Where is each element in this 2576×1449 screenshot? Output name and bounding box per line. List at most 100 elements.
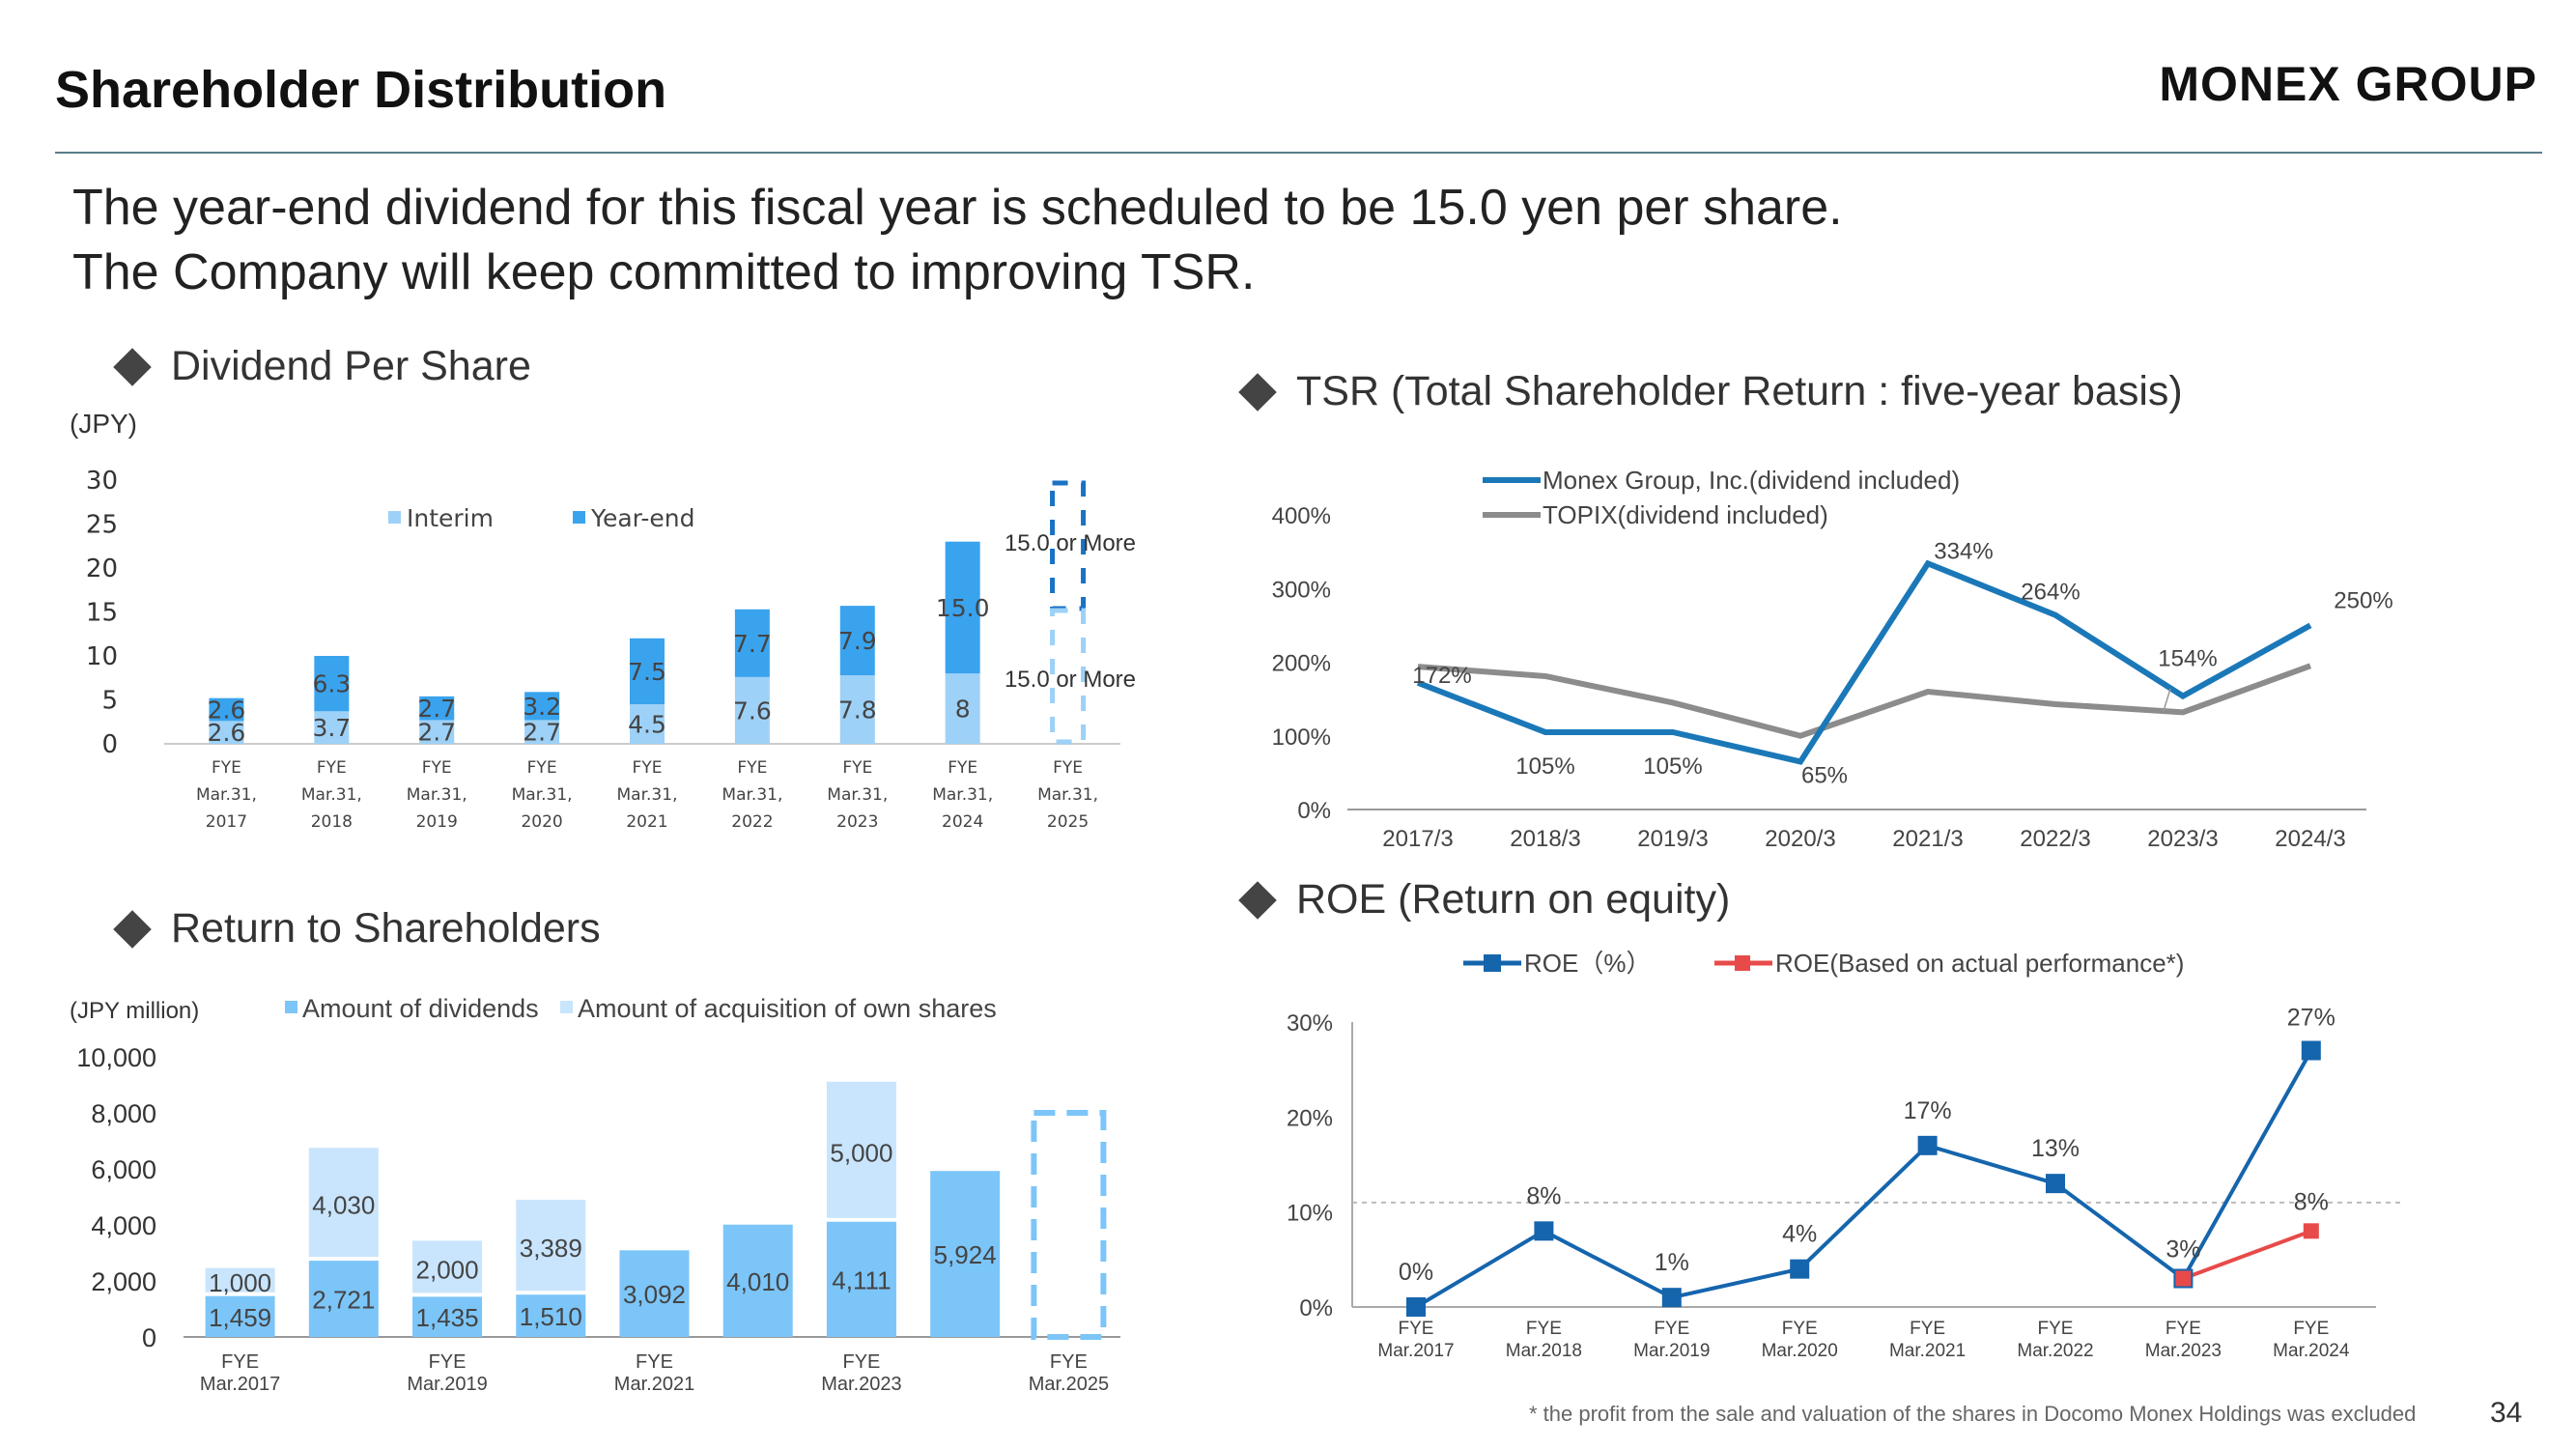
bar-year-end xyxy=(419,696,455,721)
x-tick-label: FYE xyxy=(948,758,977,778)
x-tick-label: Mar.2023 xyxy=(821,1374,901,1395)
x-tick-label: 2021 xyxy=(626,812,667,832)
data-label-year-end: 7.5 xyxy=(628,658,666,686)
data-label-roe: 3% xyxy=(2166,1236,2200,1264)
x-tick-label: 2018/3 xyxy=(1510,826,1580,852)
x-tick-label: 2020/3 xyxy=(1765,826,1835,852)
data-label-dividends: 5,924 xyxy=(934,1240,997,1269)
x-tick-label: 2024 xyxy=(942,812,983,832)
bar-dividends xyxy=(205,1295,275,1337)
data-label-year-end: 7.7 xyxy=(733,630,772,658)
series-line-roe-actual xyxy=(2182,1229,2312,1281)
data-label-monex: 105% xyxy=(1643,753,1702,780)
data-label-year-end: 6.3 xyxy=(312,670,351,698)
bar-dividends xyxy=(308,1261,379,1337)
bar-dividends xyxy=(826,1221,896,1337)
rts-unit-label: (JPY million) xyxy=(70,998,200,1024)
bar-dividends xyxy=(722,1224,793,1337)
y-tick-label: 0% xyxy=(1299,1295,1333,1321)
x-tick-label: 2020 xyxy=(521,812,562,832)
bar-acquisition xyxy=(205,1267,275,1293)
bar-interim xyxy=(209,721,244,744)
x-tick-label: FYE xyxy=(1050,1351,1088,1373)
x-tick-label: FYE xyxy=(429,1351,467,1373)
x-tick-label: 2017 xyxy=(206,812,247,832)
section-title-roe: ROE (Return on equity) xyxy=(1236,876,1730,923)
data-label-monex: 334% xyxy=(1934,538,1993,564)
forecast-year-end-box xyxy=(1050,480,1087,611)
x-tick-label: Mar.31, xyxy=(301,785,362,805)
bar-year-end xyxy=(630,638,665,705)
data-label-roe: 8% xyxy=(1526,1182,1561,1209)
headline-tsr: The Company will keep committed to impro… xyxy=(72,244,1256,300)
data-label-interim: 2.7 xyxy=(417,719,456,747)
legend-label-topix: TOPIX(dividend included) xyxy=(1543,500,1828,529)
bar-dividends xyxy=(412,1296,483,1337)
section-label: TSR (Total Shareholder Return : five-yea… xyxy=(1296,368,2183,414)
bar-interim xyxy=(630,704,665,744)
data-label-year-end: 2.6 xyxy=(208,696,246,724)
x-tick-label: Mar.2025 xyxy=(1029,1374,1109,1395)
x-tick-label: 2023/3 xyxy=(2147,826,2218,852)
x-tick-label: FYE xyxy=(527,758,557,778)
series-line-monex xyxy=(1416,559,2312,765)
x-tick-label: FYE xyxy=(2293,1319,2329,1339)
bar-acquisition xyxy=(826,1081,896,1218)
x-tick-label: 2025 xyxy=(1047,812,1089,832)
data-label-acquisition: 1,000 xyxy=(209,1268,271,1297)
legend-label-roe-actual: ROE(Based on actual performance*) xyxy=(1775,949,2184,978)
bar-interim xyxy=(945,673,980,744)
x-tick-label: Mar.31, xyxy=(617,785,678,805)
legend-label-year-end: Year-end xyxy=(590,504,694,532)
section-title-return-to-shareholders: Return to Shareholders xyxy=(111,905,601,952)
x-tick-label: FYE xyxy=(1782,1319,1818,1339)
legend-marker-roe-actual xyxy=(1735,955,1750,971)
y-tick-label: 10,000 xyxy=(76,1043,156,1072)
x-tick-label: FYE xyxy=(1399,1319,1434,1339)
legend-marker-roe xyxy=(1484,954,1501,972)
data-marker-roe xyxy=(1534,1221,1554,1241)
y-tick-label: 6,000 xyxy=(91,1155,156,1184)
legend-label-acquisition: Amount of acquisition of own shares xyxy=(578,994,997,1023)
legend-swatch-year-end xyxy=(573,511,585,524)
x-tick-label: 2023 xyxy=(836,812,878,832)
data-marker-roe xyxy=(1406,1297,1426,1317)
data-label-interim: 3.7 xyxy=(312,714,351,742)
data-marker-roe xyxy=(1917,1135,1938,1155)
footnote: * the profit from the sale and valuation… xyxy=(1529,1402,2417,1426)
section-label: Return to Shareholders xyxy=(171,905,601,952)
forecast-box xyxy=(1031,1110,1107,1340)
x-tick-label: FYE xyxy=(1910,1319,1945,1339)
page-number: 34 xyxy=(2490,1397,2523,1429)
data-label-monex: 264% xyxy=(2021,580,2080,606)
bar-year-end xyxy=(734,609,770,677)
data-label-year-end: 7.9 xyxy=(838,627,877,655)
x-tick-label: 2019/3 xyxy=(1637,826,1708,852)
company-logo: MONEX GROUP xyxy=(2159,57,2537,111)
data-label-roe: 17% xyxy=(1904,1097,1952,1124)
bar-interim xyxy=(419,720,455,744)
x-tick-label: 2021/3 xyxy=(1892,826,1963,852)
data-label-monex: 154% xyxy=(2158,646,2217,672)
x-tick-label: 2022 xyxy=(731,812,773,832)
data-label-dividends: 1,459 xyxy=(209,1303,271,1332)
y-tick-label: 0% xyxy=(1297,798,1331,824)
data-label-monex: 172% xyxy=(1412,663,1471,689)
x-tick-label: Mar.2024 xyxy=(2273,1341,2350,1361)
data-label-dividends: 1,435 xyxy=(416,1303,479,1332)
x-tick-label: Mar.31, xyxy=(932,785,993,805)
data-label-interim: 2.7 xyxy=(523,719,561,747)
data-label-year-end: 3.2 xyxy=(523,693,561,721)
bar-acquisition xyxy=(308,1148,379,1258)
data-label-acquisition: 3,389 xyxy=(520,1234,582,1263)
x-tick-label: FYE xyxy=(2038,1319,2074,1339)
data-label-interim: 7.8 xyxy=(838,696,877,724)
y-tick-label: 20 xyxy=(86,554,118,583)
bar-year-end xyxy=(839,606,875,676)
data-label-interim: 8 xyxy=(955,696,971,724)
y-tick-label: 20% xyxy=(1287,1105,1333,1131)
